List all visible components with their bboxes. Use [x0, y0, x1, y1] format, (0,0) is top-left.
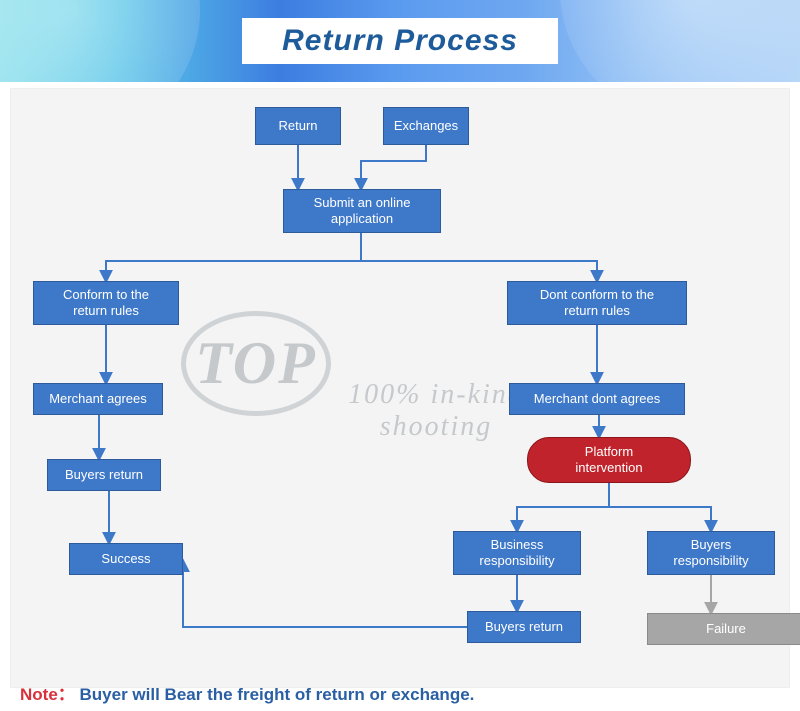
- flow-node-magree: Merchant agrees: [33, 383, 163, 415]
- title-box: Return Process: [242, 18, 558, 64]
- header-banner: Return Process: [0, 0, 800, 82]
- flow-edge: [106, 233, 361, 281]
- flow-node-byresp: Buyers responsibility: [647, 531, 775, 575]
- page-title: Return Process: [282, 24, 518, 57]
- flow-node-mdont: Merchant dont agrees: [509, 383, 685, 415]
- footer-note: Note： Buyer will Bear the freight of ret…: [20, 680, 474, 705]
- flow-edge: [361, 233, 597, 281]
- flow-node-breturn2: Buyers return: [467, 611, 581, 643]
- flow-node-failure: Failure: [647, 613, 800, 645]
- note-text: Buyer will Bear the freight of return or…: [80, 685, 475, 704]
- flow-edge: [183, 561, 467, 627]
- flow-node-success: Success: [69, 543, 183, 575]
- flow-node-bresp: Business responsibility: [453, 531, 581, 575]
- flow-edge: [609, 483, 711, 531]
- flow-edge: [361, 145, 426, 189]
- flow-node-exchanges: Exchanges: [383, 107, 469, 145]
- flow-node-breturn1: Buyers return: [47, 459, 161, 491]
- flow-node-submit: Submit an online application: [283, 189, 441, 233]
- flow-node-platform: Platform intervention: [527, 437, 691, 483]
- flow-edge: [517, 483, 609, 531]
- flow-node-nconform: Dont conform to the return rules: [507, 281, 687, 325]
- note-label: Note：: [20, 685, 75, 704]
- flow-node-conform: Conform to the return rules: [33, 281, 179, 325]
- flowchart-canvas: TOP 100% in-kind shooting ReturnExchange…: [10, 88, 790, 688]
- flow-node-return: Return: [255, 107, 341, 145]
